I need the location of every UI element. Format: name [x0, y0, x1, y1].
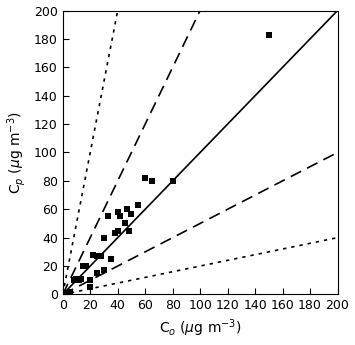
Point: [98, 253, 104, 259]
Point: [149, 178, 155, 184]
Point: [71, 277, 77, 283]
Point: [76, 277, 82, 283]
Point: [67, 289, 72, 294]
Point: [78, 276, 83, 282]
Point: [125, 207, 130, 212]
Point: [73, 276, 79, 282]
Point: [94, 270, 100, 276]
X-axis label: C$_o$ ($\mu$g m$^{-3}$): C$_o$ ($\mu$g m$^{-3}$): [159, 318, 241, 339]
Point: [108, 256, 114, 262]
Point: [266, 32, 272, 38]
Point: [115, 228, 121, 233]
Point: [64, 290, 70, 296]
Point: [115, 209, 121, 215]
Point: [136, 202, 141, 208]
Point: [90, 252, 96, 257]
Point: [126, 228, 132, 233]
Point: [105, 214, 111, 219]
Point: [170, 178, 175, 184]
Point: [101, 235, 107, 240]
Point: [129, 211, 134, 216]
Y-axis label: C$_p$ ($\mu$g m$^{-3}$): C$_p$ ($\mu$g m$^{-3}$): [6, 111, 28, 194]
Point: [101, 267, 107, 273]
Point: [87, 285, 93, 290]
Point: [122, 221, 127, 226]
Point: [94, 253, 100, 259]
Point: [87, 277, 93, 283]
Point: [81, 263, 86, 269]
Point: [112, 231, 118, 236]
Point: [83, 263, 89, 269]
Point: [118, 214, 123, 219]
Point: [142, 175, 148, 181]
